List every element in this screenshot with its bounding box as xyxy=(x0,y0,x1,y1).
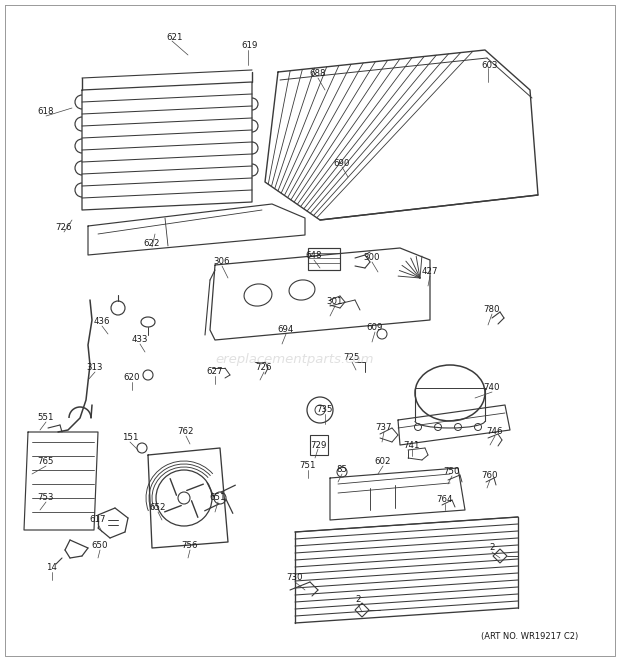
Text: 620: 620 xyxy=(124,373,140,383)
Text: 729: 729 xyxy=(310,440,326,449)
Text: 760: 760 xyxy=(482,471,498,481)
Text: 603: 603 xyxy=(482,61,498,69)
Text: 618: 618 xyxy=(38,108,55,116)
Text: 726: 726 xyxy=(255,364,272,373)
Text: 621: 621 xyxy=(167,34,184,42)
Text: 652: 652 xyxy=(150,504,166,512)
Text: 427: 427 xyxy=(422,268,438,276)
Text: 751: 751 xyxy=(299,461,316,471)
Text: 780: 780 xyxy=(484,305,500,315)
Text: 735: 735 xyxy=(317,405,334,414)
Text: 622: 622 xyxy=(144,239,160,247)
Text: 730: 730 xyxy=(286,574,303,582)
Text: 617: 617 xyxy=(90,516,106,524)
Text: 2: 2 xyxy=(355,596,361,605)
Text: 619: 619 xyxy=(242,42,258,50)
Text: 609: 609 xyxy=(367,323,383,332)
Text: 648: 648 xyxy=(306,251,322,260)
Text: 764: 764 xyxy=(436,496,453,504)
Text: 762: 762 xyxy=(178,428,194,436)
Text: 300: 300 xyxy=(364,254,380,262)
Text: 737: 737 xyxy=(376,424,392,432)
Text: 14: 14 xyxy=(46,563,58,572)
Text: 750: 750 xyxy=(444,467,460,477)
Text: 746: 746 xyxy=(487,428,503,436)
Text: 2: 2 xyxy=(489,543,495,553)
Text: 301: 301 xyxy=(327,297,343,307)
Text: 726: 726 xyxy=(56,223,73,233)
Text: ereplacementparts.com: ereplacementparts.com xyxy=(216,354,374,366)
Text: 690: 690 xyxy=(334,159,350,167)
Text: 151: 151 xyxy=(122,434,138,442)
Text: 551: 551 xyxy=(38,414,55,422)
Text: 740: 740 xyxy=(484,383,500,393)
Text: (ART NO. WR19217 C2): (ART NO. WR19217 C2) xyxy=(481,631,578,641)
Text: 741: 741 xyxy=(404,440,420,449)
Text: 627: 627 xyxy=(206,368,223,377)
Text: 725: 725 xyxy=(343,354,360,362)
Text: 694: 694 xyxy=(278,325,294,334)
Text: 753: 753 xyxy=(38,494,55,502)
Text: 436: 436 xyxy=(94,317,110,327)
Text: 650: 650 xyxy=(92,541,108,551)
Text: 765: 765 xyxy=(38,457,55,467)
Text: 306: 306 xyxy=(214,258,230,266)
Text: 651: 651 xyxy=(210,494,226,502)
Text: 688: 688 xyxy=(310,69,326,79)
Text: 602: 602 xyxy=(374,457,391,467)
Text: 433: 433 xyxy=(131,336,148,344)
Text: 85: 85 xyxy=(337,465,347,475)
Text: 313: 313 xyxy=(87,364,104,373)
Text: 756: 756 xyxy=(182,541,198,551)
